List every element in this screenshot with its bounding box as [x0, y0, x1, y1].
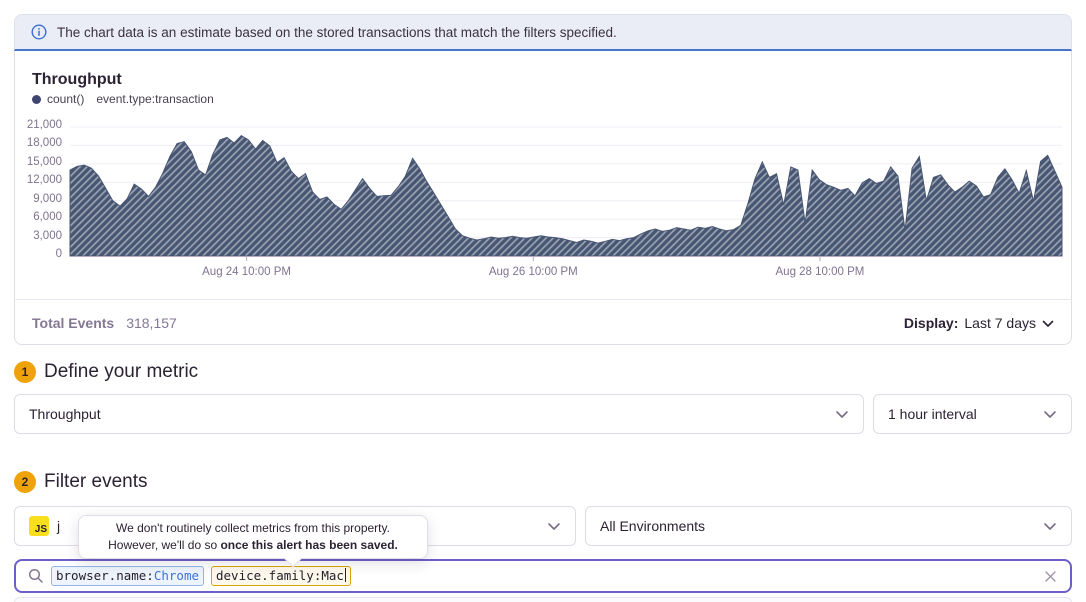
filter-search-input[interactable]: browser.name:Chrome device.family:Mac: [14, 559, 1072, 593]
chevron-down-icon: [1042, 315, 1054, 331]
chart-title: Throughput: [32, 71, 122, 88]
total-events-label: Total Events: [32, 314, 115, 331]
environment-select-value: All Environments: [600, 518, 706, 534]
metric-select-value: Throughput: [29, 406, 101, 422]
throughput-chart[interactable]: [69, 126, 1063, 263]
y-axis-label: 6,000: [33, 211, 62, 224]
total-events-value: 318,157: [126, 314, 177, 331]
info-icon: [31, 24, 47, 40]
search-icon: [28, 568, 44, 584]
metric-select[interactable]: Throughput: [14, 394, 864, 434]
property-tooltip: We don't routinely collect metrics from …: [78, 515, 428, 568]
next-panel-edge: [14, 597, 1072, 602]
x-axis-label: Aug 24 10:00 PM: [202, 266, 291, 278]
tooltip-line-2: However, we'll do so once this alert has…: [108, 538, 398, 552]
chart-legend: count() event.type:transaction: [32, 92, 214, 106]
y-axis-label: 18,000: [26, 137, 62, 150]
banner-text: The chart data is an estimate based on t…: [57, 24, 617, 40]
y-axis-label: 0: [55, 248, 62, 260]
x-axis-label: Aug 26 10:00 PM: [488, 266, 578, 278]
y-axis-label: 3,000: [33, 229, 62, 242]
interval-select[interactable]: 1 hour interval: [873, 394, 1072, 434]
y-axis-label: 21,000: [26, 119, 62, 131]
chevron-down-icon: [547, 518, 561, 534]
token-container: browser.name:Chrome device.family:Mac: [51, 566, 352, 586]
project-select-value: j: [57, 518, 61, 534]
chevron-down-icon: [835, 406, 849, 422]
tooltip-line-1: We don't routinely collect metrics from …: [116, 521, 390, 536]
series-dot: [32, 94, 41, 104]
step-2-title: Filter events: [44, 471, 148, 492]
chart-panel-footer: Total Events 318,157 Display: Last 7 day…: [14, 299, 1072, 345]
chevron-down-icon: [1043, 406, 1057, 422]
step-1-badge: 1: [14, 361, 36, 383]
environment-select[interactable]: All Environments: [585, 506, 1072, 546]
info-banner: The chart data is an estimate based on t…: [14, 14, 1072, 51]
close-icon[interactable]: [1043, 569, 1058, 584]
step-2-badge: 2: [14, 471, 36, 493]
area-series[interactable]: [69, 134, 1063, 257]
filter-token[interactable]: browser.name:Chrome: [51, 566, 204, 586]
display-label: Display:: [903, 314, 959, 331]
legend-query-label: event.type:transaction: [96, 92, 214, 106]
display-value: Last 7 days: [964, 314, 1036, 331]
total-events: Total Events 318,157: [32, 315, 177, 331]
y-axis-label: 15,000: [26, 155, 62, 168]
display-period-select[interactable]: Display: Last 7 days: [904, 315, 1054, 331]
legend-series-label: count(): [47, 92, 85, 106]
chevron-down-icon: [1043, 518, 1057, 534]
javascript-platform-icon: JS: [29, 516, 49, 536]
text-caret: [344, 568, 347, 582]
x-axis-label: Aug 28 10:00 PM: [775, 266, 865, 278]
step-1-title: Define your metric: [44, 361, 199, 382]
y-axis-label: 9,000: [33, 192, 62, 205]
y-axis-label: 12,000: [26, 174, 62, 187]
interval-select-value: 1 hour interval: [888, 406, 977, 422]
filter-token[interactable]: device.family:Mac: [211, 566, 352, 586]
